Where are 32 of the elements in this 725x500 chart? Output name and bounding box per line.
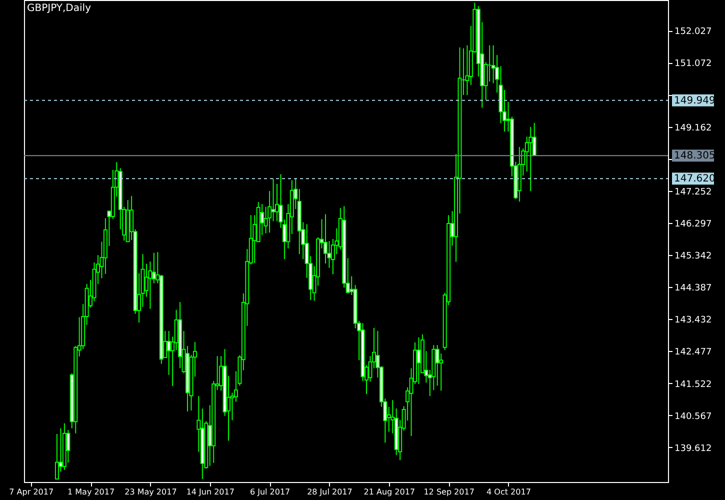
ref-line-label: 149.949 (674, 95, 716, 106)
x-tick-label: 21 Aug 2017 (364, 488, 416, 496)
x-tick-label: 7 Apr 2017 (9, 488, 54, 496)
y-tick-label: 143.432 (674, 316, 712, 326)
y-tick-label: 147.252 (674, 187, 712, 198)
candlestick (528, 126, 533, 192)
candlestick (435, 344, 440, 386)
y-tick-label: 139.612 (674, 444, 712, 454)
candlestick (271, 178, 276, 222)
y-tick-label: 145.342 (674, 252, 712, 262)
y-tick-label: 149.162 (674, 123, 712, 134)
ref-line-label: 148.305 (674, 150, 716, 162)
y-tick-label: 142.477 (674, 348, 712, 358)
candlestick (439, 352, 444, 392)
x-tick-label: 6 Jul 2017 (250, 488, 290, 496)
x-tick-label: 1 May 2017 (67, 488, 115, 496)
candlestick (323, 214, 328, 264)
ref-line-label: 147.620 (674, 174, 716, 185)
y-tick-label: 140.567 (674, 412, 712, 422)
x-tick-label: 14 Jun 2017 (186, 488, 234, 496)
x-tick-label: 23 May 2017 (124, 488, 177, 496)
candlestick (416, 336, 421, 384)
x-tick-label: 28 Jul 2017 (307, 488, 352, 496)
y-tick-label: 146.297 (674, 219, 712, 230)
y-tick-label: 151.072 (674, 59, 712, 70)
y-tick-label: 141.522 (674, 380, 712, 390)
x-tick-label: 12 Sep 2017 (424, 488, 474, 496)
x-tick-label: 4 Oct 2017 (486, 488, 531, 496)
y-tick-label: 152.027 (674, 27, 712, 38)
chart-title: GBPJPY,Daily (27, 3, 92, 14)
candlestick (66, 429, 70, 464)
y-tick-label: 144.387 (674, 284, 712, 294)
